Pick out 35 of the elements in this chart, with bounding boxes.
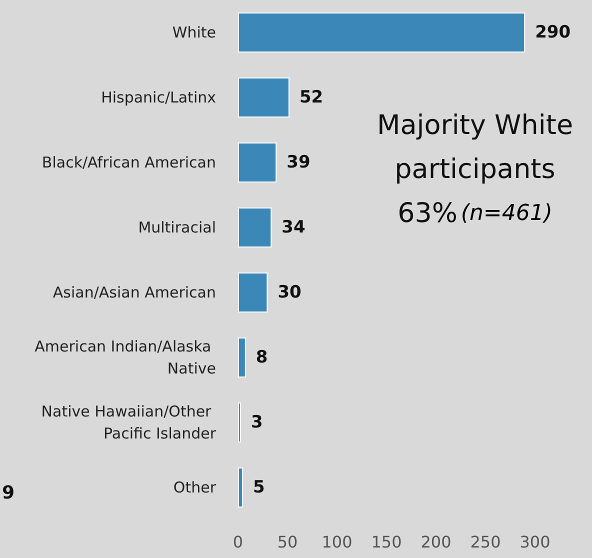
bar — [238, 468, 243, 508]
data-label: 30 — [278, 282, 302, 302]
data-label: 39 — [286, 152, 310, 172]
y-tick-label: Native Hawaiian/Other Pacific Islander — [41, 402, 217, 442]
y-tick-label: Black/African American — [42, 154, 216, 172]
x-tick-label: 250 — [470, 532, 501, 552]
text: 9 — [2, 482, 15, 504]
y-tick-label: White — [172, 24, 216, 42]
bar — [238, 338, 246, 378]
data-label: 34 — [282, 218, 306, 238]
x-tick-label: 50 — [277, 532, 298, 552]
y-tick-label: Asian/Asian American — [52, 284, 216, 302]
bar — [238, 12, 526, 52]
x-tick-label: 200 — [420, 532, 452, 552]
data-label: 3 — [250, 412, 263, 432]
x-tick-label: 100 — [322, 532, 352, 552]
data-label: 52 — [299, 88, 324, 108]
annotation: participants — [394, 154, 556, 185]
y-tick-label: Hispanic/Latinx — [101, 88, 216, 106]
annotation: 63% — [398, 198, 458, 229]
data-label: 8 — [256, 348, 268, 368]
x-tick-label: 300 — [520, 532, 550, 552]
annotation: Majority White — [376, 110, 574, 141]
bar — [238, 208, 272, 248]
bar — [238, 272, 268, 312]
data-label: 290 — [535, 22, 571, 42]
bar — [238, 78, 290, 118]
y-tick-label: American Indian/Alaska Native — [34, 338, 216, 378]
x-tick-label: 0 — [232, 532, 244, 552]
bar — [238, 142, 277, 182]
x-tick-label: 150 — [371, 532, 402, 552]
annotation: (n=461) — [460, 201, 552, 226]
y-tick-label: Multiracial — [138, 218, 216, 236]
y-tick-label: Other — [173, 478, 217, 496]
data-label: 5 — [252, 478, 265, 498]
